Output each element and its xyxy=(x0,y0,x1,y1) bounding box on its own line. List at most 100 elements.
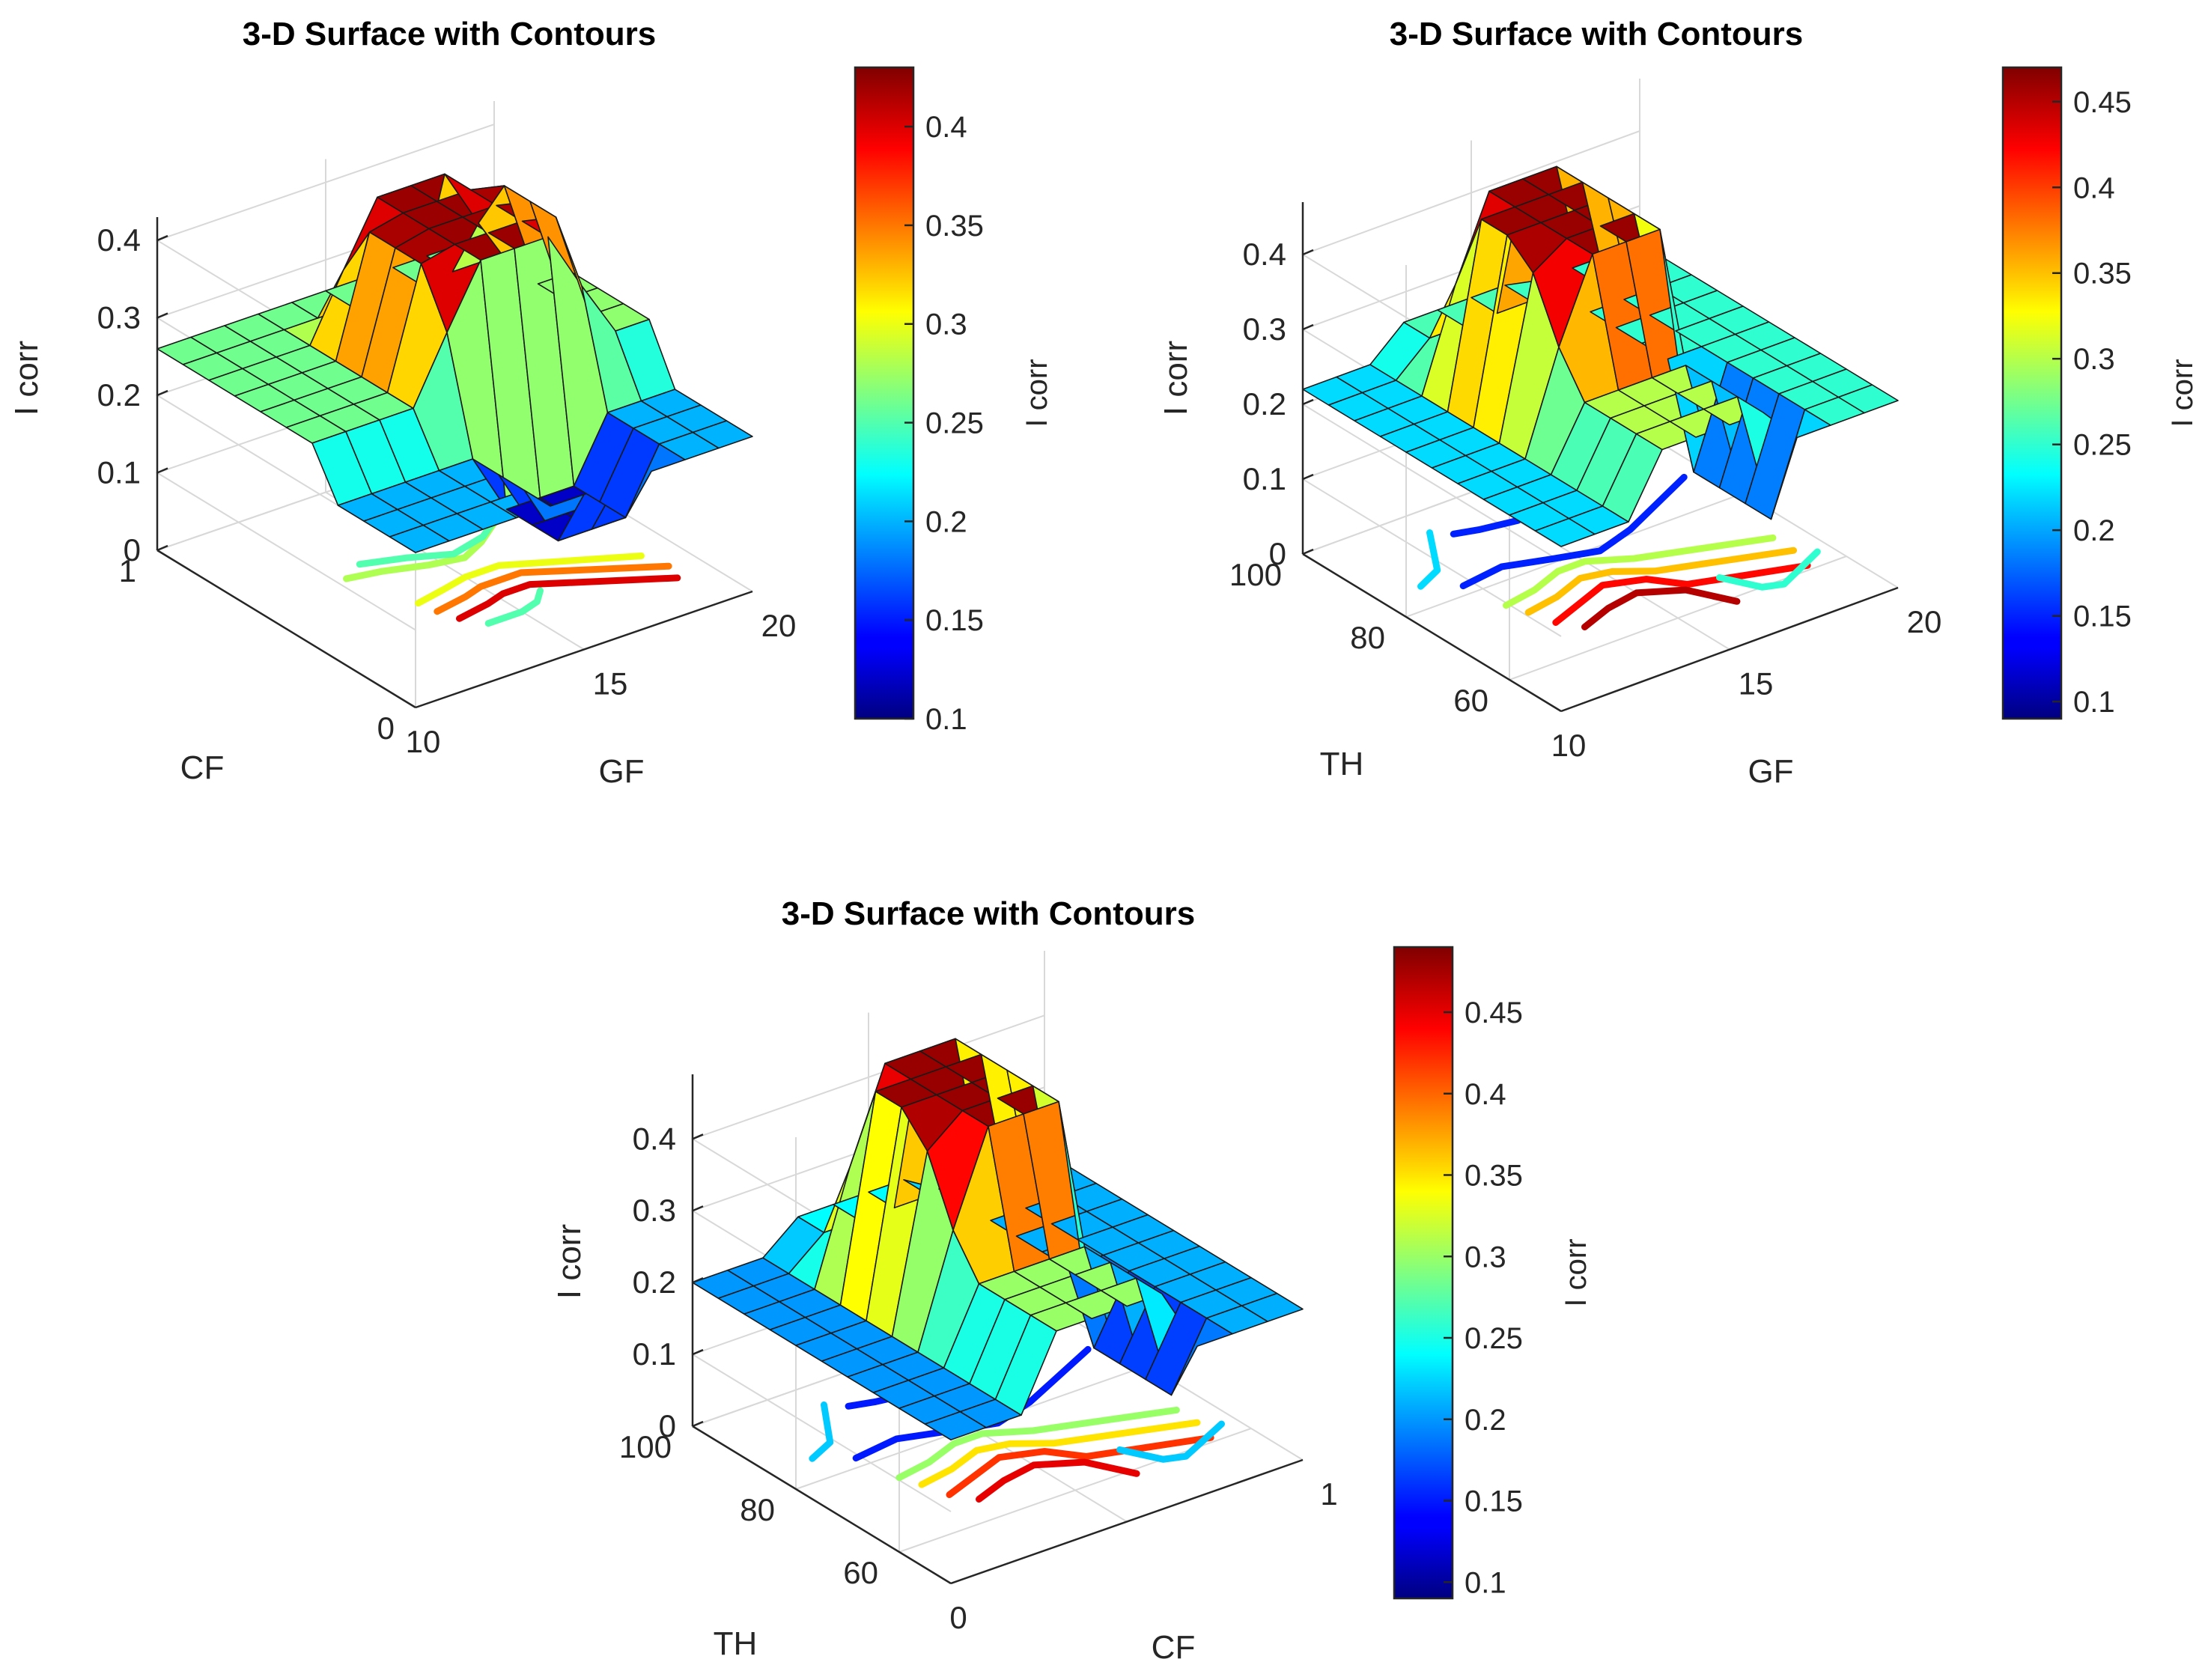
z-tick-mark xyxy=(1302,249,1314,256)
y-tick-label: 100 xyxy=(619,1429,672,1464)
z-tick-mark xyxy=(156,467,168,474)
y-axis-label: TH xyxy=(1320,746,1364,782)
colorbar-tick-label: 0.3 xyxy=(1465,1241,1506,1273)
y-axis-line xyxy=(692,1425,952,1585)
z-tick-label: 0 xyxy=(659,1408,676,1443)
colorbar-tick-label: 0.4 xyxy=(925,111,967,144)
contour-line xyxy=(976,1458,1140,1503)
y-axis-line xyxy=(156,549,416,709)
z-tick-mark xyxy=(1302,398,1314,406)
x-axis-label: GF xyxy=(1748,753,1793,790)
z-tick-label: 0.4 xyxy=(97,222,141,258)
colorbar-tick-label: 0.1 xyxy=(925,703,967,736)
contour-line xyxy=(1503,534,1777,609)
contour-line xyxy=(1459,473,1688,590)
colorbar-tick-label: 0.35 xyxy=(2073,258,2132,290)
z-axis-label: I corr xyxy=(1158,341,1194,416)
z-tick-mark xyxy=(692,1348,704,1356)
colorbar-tick-label: 0.3 xyxy=(925,308,967,341)
z-tick-mark xyxy=(156,234,168,242)
z-tick-mark xyxy=(692,1277,704,1284)
x-axis-label: CF xyxy=(1152,1629,1196,1666)
z-tick-label: 0.2 xyxy=(1243,386,1286,421)
z-axis-label: I corr xyxy=(551,1224,588,1299)
x-axis-line xyxy=(415,590,753,709)
y-tick-label: 60 xyxy=(843,1555,878,1590)
colorbar-tick-label: 0.25 xyxy=(2073,429,2132,462)
colorbar-tick-label: 0.45 xyxy=(1465,996,1523,1029)
z-tick-label: 0.1 xyxy=(97,455,141,490)
y-axis-label: TH xyxy=(714,1625,758,1662)
contour-line xyxy=(415,553,645,607)
contour-line xyxy=(918,1419,1201,1488)
chart-cf-th: 0 0.1 0.2 0.3 0.4 0 1 60 80 100 0.1 0.15 0.2 0.25 0.3 0… xyxy=(551,895,1593,1666)
z-tick-label: 0.3 xyxy=(633,1193,676,1228)
z-tick-mark xyxy=(156,312,168,319)
z-tick-label: 0.4 xyxy=(1243,237,1286,272)
y-tick-label: 80 xyxy=(740,1492,775,1527)
x-axis-label: GF xyxy=(598,753,644,790)
colorbar-tick-label: 0.2 xyxy=(2073,514,2115,547)
contour-line xyxy=(484,587,544,627)
chart-gf-cf: 00.10.20.30.4101520010.10.150.20.250.30.… xyxy=(8,16,1053,790)
colorbar-tick-label: 0.2 xyxy=(925,505,967,538)
contour-line xyxy=(1417,529,1441,590)
z-tick-label: 0.3 xyxy=(97,300,141,335)
surface-patch xyxy=(1241,1292,1304,1322)
chart-title: 3-D Surface with Contours xyxy=(1390,16,1804,52)
z-tick-label: 0.2 xyxy=(633,1264,676,1300)
colorbar-label: I corr xyxy=(1560,1238,1593,1306)
contour-line xyxy=(895,1406,1180,1482)
contour-line xyxy=(1552,561,1811,626)
contour-line xyxy=(946,1434,1214,1498)
z-tick-mark xyxy=(692,1420,704,1428)
z-tick-mark xyxy=(692,1205,704,1212)
colorbar-tick-label: 0.3 xyxy=(2073,343,2115,376)
colorbar-tick-label: 0.25 xyxy=(1465,1322,1523,1355)
z-tick-label: 0 xyxy=(124,532,141,567)
colorbar-tick-label: 0.35 xyxy=(925,210,984,243)
chart-title: 3-D Surface with Contours xyxy=(243,16,657,52)
z-tick-label: 0.3 xyxy=(1243,311,1286,347)
z-tick-label: 0.1 xyxy=(633,1336,676,1372)
colorbar xyxy=(2001,66,2063,720)
x-axis-line xyxy=(1560,586,1899,713)
contour-line xyxy=(1581,586,1741,630)
x-tick-label: 20 xyxy=(1907,604,1942,639)
colorbar-tick-label: 0.2 xyxy=(1465,1404,1506,1437)
x-tick-label: 1 xyxy=(1320,1476,1337,1512)
x-tick-label: 0 xyxy=(949,1600,967,1635)
z-tick-label: 0 xyxy=(1269,536,1286,571)
x-tick-label: 10 xyxy=(1551,728,1587,763)
surface-patch xyxy=(1837,384,1899,414)
colorbar-tick-label: 0.15 xyxy=(925,604,984,637)
contour-line xyxy=(1116,1420,1225,1463)
contour-line xyxy=(434,562,672,615)
y-tick-label: 0 xyxy=(377,710,395,746)
x-tick-label: 10 xyxy=(406,724,441,759)
colorbar-tick-label: 0.1 xyxy=(2073,686,2115,719)
x-tick-label: 20 xyxy=(761,608,797,643)
colorbar-tick-label: 0.25 xyxy=(925,407,984,440)
y-axis-label: CF xyxy=(180,749,225,786)
colorbar-tick-label: 0.4 xyxy=(1465,1078,1506,1111)
colorbar-tick-label: 0.4 xyxy=(2073,171,2115,204)
z-axis-label: I corr xyxy=(8,341,45,416)
colorbar-tick-label: 0.15 xyxy=(1465,1485,1523,1518)
colorbar-label: I corr xyxy=(1021,359,1053,427)
contour-line xyxy=(456,574,681,622)
chart-gf-th: 0 0.1 0.2 0.3 0.4 10 15 20 60 80 100 0.1 0.15 0.2 0.25… xyxy=(1158,16,2199,790)
contour-line xyxy=(1524,547,1797,616)
surface-patch xyxy=(692,420,753,449)
contour-line xyxy=(1716,548,1821,591)
contour-line xyxy=(809,1401,834,1462)
colorbar-label: I corr xyxy=(2166,359,2199,427)
z-tick-mark xyxy=(156,389,168,397)
z-tick-mark xyxy=(1302,323,1314,331)
z-tick-label: 0.4 xyxy=(633,1121,676,1156)
x-axis-line xyxy=(950,1458,1304,1585)
y-tick-label: 80 xyxy=(1350,620,1385,655)
y-tick-label: 60 xyxy=(1453,683,1488,718)
colorbar-tick-label: 0.1 xyxy=(1465,1566,1506,1599)
